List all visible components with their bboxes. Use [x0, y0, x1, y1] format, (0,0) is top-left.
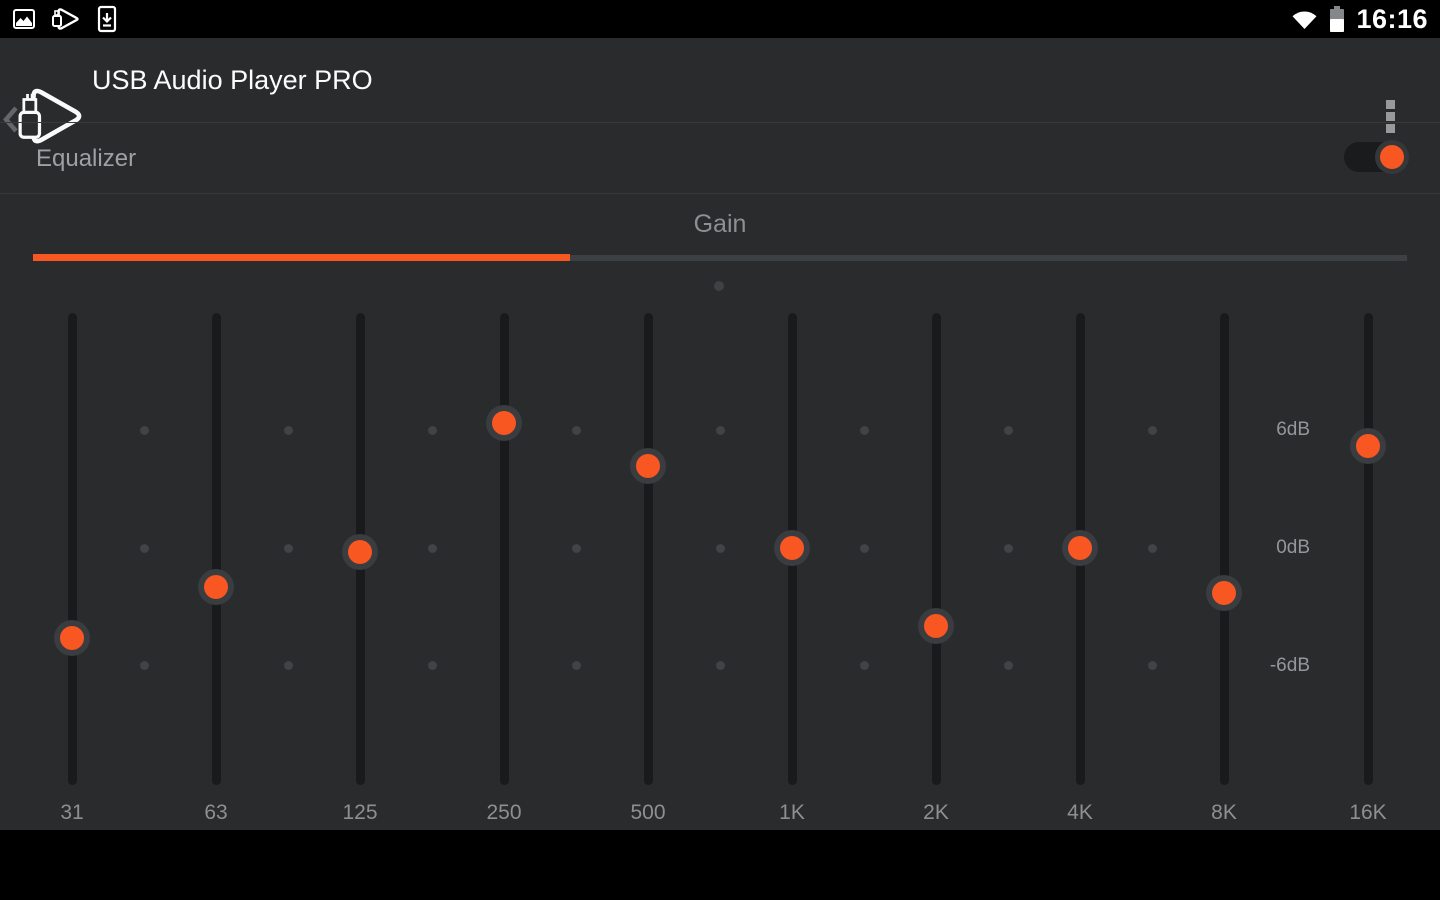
- eq-band-label: 2K: [923, 801, 949, 824]
- download-notification-icon: [97, 5, 117, 33]
- eq-slider-track-16K[interactable]: [1363, 313, 1373, 785]
- grid-dot: [571, 660, 581, 670]
- grid-dot: [715, 425, 725, 435]
- eq-band-label: 125: [342, 801, 378, 824]
- grid-dot: [859, 425, 869, 435]
- eq-slider-thumb-2K[interactable]: [918, 608, 954, 645]
- grid-dot: [1003, 660, 1013, 670]
- status-bar-notifications: [12, 0, 118, 38]
- grid-dot: [1147, 543, 1157, 553]
- app-logo-icon: [18, 88, 82, 144]
- db-scale-label: -6dB: [1269, 654, 1310, 676]
- back-chevron-icon[interactable]: [2, 104, 19, 135]
- grid-dot: [283, 425, 293, 435]
- grid-dot: [283, 543, 293, 553]
- eq-slider-track-2K[interactable]: [931, 313, 941, 785]
- grid-dot: [139, 660, 149, 670]
- eq-slider-thumb-31[interactable]: [54, 620, 90, 657]
- eq-band-label: 8K: [1211, 801, 1237, 824]
- eq-slider-track-250[interactable]: [499, 313, 509, 785]
- grid-dot: [1003, 425, 1013, 435]
- grid-dot: [859, 660, 869, 670]
- status-time: 16:16: [1356, 3, 1428, 34]
- photo-notification-icon: [13, 9, 35, 29]
- eq-band-label: 500: [630, 801, 666, 824]
- battery-icon: [1330, 5, 1345, 32]
- status-bar-system: 16:16: [1291, 0, 1428, 38]
- equalizer-label: Equalizer: [36, 145, 137, 172]
- eq-band-label: 4K: [1067, 801, 1093, 824]
- tab-gain[interactable]: Gain: [693, 210, 747, 238]
- eq-slider-thumb-1K[interactable]: [774, 530, 810, 566]
- eq-slider-track-63[interactable]: [211, 313, 221, 785]
- db-scale-label: 6dB: [1276, 419, 1310, 441]
- eq-band-label: 16K: [1349, 801, 1387, 824]
- status-bar: 16:16: [0, 0, 1440, 38]
- switch-thumb: [1375, 140, 1409, 174]
- eq-band-label: 1K: [779, 801, 805, 824]
- eq-band-label: 63: [204, 801, 228, 824]
- eq-slider-track-8K[interactable]: [1219, 313, 1229, 785]
- eq-slider-thumb-16K[interactable]: [1350, 428, 1386, 465]
- grid-dot: [139, 543, 149, 553]
- usb-audio-player-notification-icon: [52, 8, 79, 30]
- navigation-bar: [0, 830, 1440, 900]
- grid-dot: [859, 543, 869, 553]
- app-bar: USB Audio Player PRO: [0, 38, 1440, 144]
- equalizer-row-divider: [0, 193, 1440, 194]
- eq-slider-track-31[interactable]: [67, 313, 77, 785]
- equalizer-toggle-row: Equalizer: [0, 123, 1440, 194]
- tab-indicator-track: [33, 255, 1407, 261]
- eq-slider-thumb-4K[interactable]: [1062, 530, 1098, 566]
- grid-dot: [1147, 660, 1157, 670]
- eq-band-label: 31: [60, 801, 84, 824]
- equalizer-switch[interactable]: [1344, 140, 1409, 174]
- eq-slider-thumb-500[interactable]: [630, 447, 666, 484]
- app-bar-divider: [0, 122, 1440, 123]
- eq-band-label: 250: [486, 801, 522, 824]
- grid-dot: [283, 660, 293, 670]
- eq-slider-thumb-8K[interactable]: [1206, 575, 1242, 612]
- grid-dot: [571, 543, 581, 553]
- db-scale-label: 0dB: [1276, 537, 1310, 558]
- eq-slider-track-500[interactable]: [643, 313, 653, 785]
- grid-dot: [715, 660, 725, 670]
- grid-dot: [571, 425, 581, 435]
- grid-dot: [1147, 425, 1157, 435]
- grid-dot: [427, 660, 437, 670]
- tab-indicator-active: [33, 254, 570, 261]
- eq-slider-thumb-125[interactable]: [342, 533, 378, 570]
- overflow-menu-icon[interactable]: [1386, 100, 1395, 133]
- grid-dot: [1003, 543, 1013, 553]
- app-title: USB Audio Player PRO: [92, 65, 373, 95]
- grid-dot: [715, 543, 725, 553]
- grid-dot: [427, 425, 437, 435]
- grid-dot: [139, 425, 149, 435]
- eq-slider-thumb-63[interactable]: [198, 569, 234, 606]
- app-background: [0, 38, 1440, 831]
- eq-slider-thumb-250[interactable]: [486, 404, 522, 441]
- pager-dot: [714, 281, 724, 291]
- wifi-icon: [1292, 11, 1317, 29]
- grid-dot: [427, 543, 437, 553]
